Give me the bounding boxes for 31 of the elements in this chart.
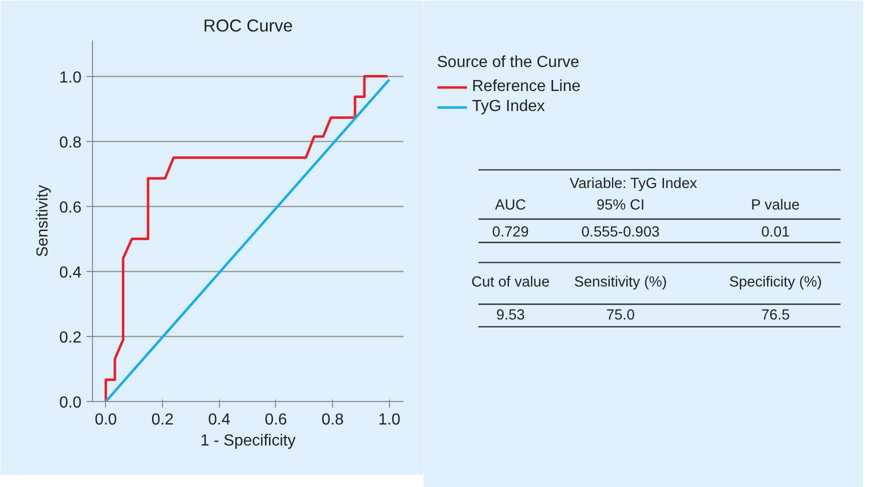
y-tick-label: 1.0 [59, 69, 82, 86]
text: 76.5 [761, 308, 790, 324]
text: Variable: TyG Index [570, 176, 698, 192]
x-tick-label: 0.8 [322, 412, 344, 428]
y-tick-label: 0.0 [59, 394, 82, 412]
x-axis-title: 1 - Specificity [200, 432, 296, 450]
y-tick-label: 0.2 [59, 329, 82, 346]
x-tick-label: 1.0 [378, 412, 401, 428]
text: 95% CI [596, 198, 645, 214]
chart-title: ROC Curve [203, 16, 293, 36]
text: Sensitivity (%) [574, 274, 667, 290]
y-tick-label: 0.8 [59, 134, 82, 152]
text: 0.729 [492, 224, 529, 240]
legend-label: Reference Line [472, 78, 581, 96]
x-tick-label: 0.6 [264, 412, 288, 428]
legend-label: TyG Index [472, 98, 545, 116]
text: 0.555-0.903 [581, 224, 660, 240]
text: P value [751, 198, 800, 214]
text: 9.53 [496, 308, 525, 324]
x-tick-label: 0.4 [208, 412, 230, 428]
legend-title: Source of the Curve [437, 54, 580, 72]
y-tick-label: 0.6 [59, 199, 82, 216]
x-tick-label: 0.0 [94, 412, 118, 428]
text: 0.01 [761, 224, 790, 240]
y-axis-title: Sensitivity [34, 184, 52, 258]
text: Cut of value [471, 274, 550, 290]
y-tick-label: 0.4 [59, 264, 82, 282]
text: 75.0 [606, 308, 635, 324]
x-tick-label: 0.2 [151, 412, 174, 428]
text: AUC [495, 198, 526, 214]
text: Specificity (%) [729, 274, 822, 290]
